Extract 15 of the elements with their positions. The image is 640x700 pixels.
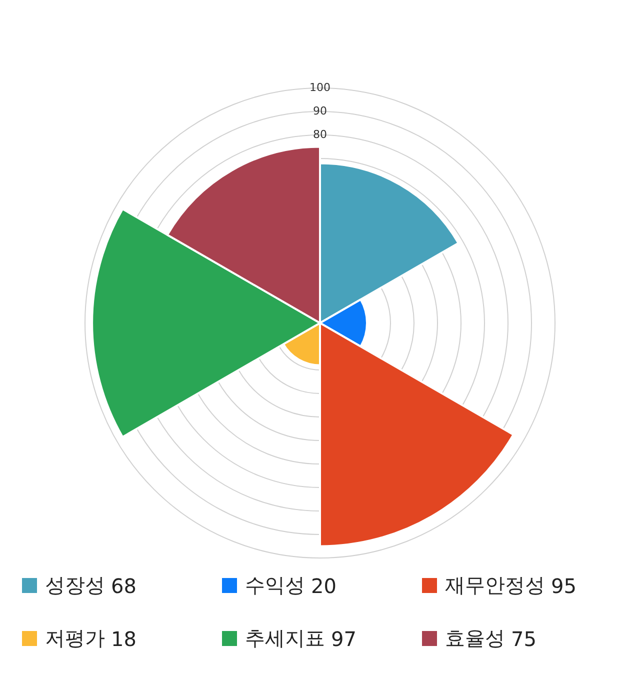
category-label: 저평가 bbox=[45, 625, 105, 652]
data-label: 20 bbox=[311, 574, 336, 598]
category-label: 성장성 bbox=[45, 572, 105, 599]
data-label: 75 bbox=[511, 626, 536, 650]
text: 100 bbox=[310, 80, 330, 94]
data-label: 97 bbox=[331, 626, 356, 650]
text: 90 bbox=[313, 104, 327, 118]
category-label: 추세지표 bbox=[245, 625, 325, 652]
text: 80 bbox=[313, 128, 327, 141]
data-label: 18 bbox=[111, 626, 136, 650]
category-label: 수익성 bbox=[245, 572, 305, 599]
data-label: 95 bbox=[551, 574, 576, 598]
data-label: 68 bbox=[111, 574, 136, 598]
category-label: 재무안정성 bbox=[445, 572, 545, 599]
category-label: 효율성 bbox=[445, 625, 505, 652]
